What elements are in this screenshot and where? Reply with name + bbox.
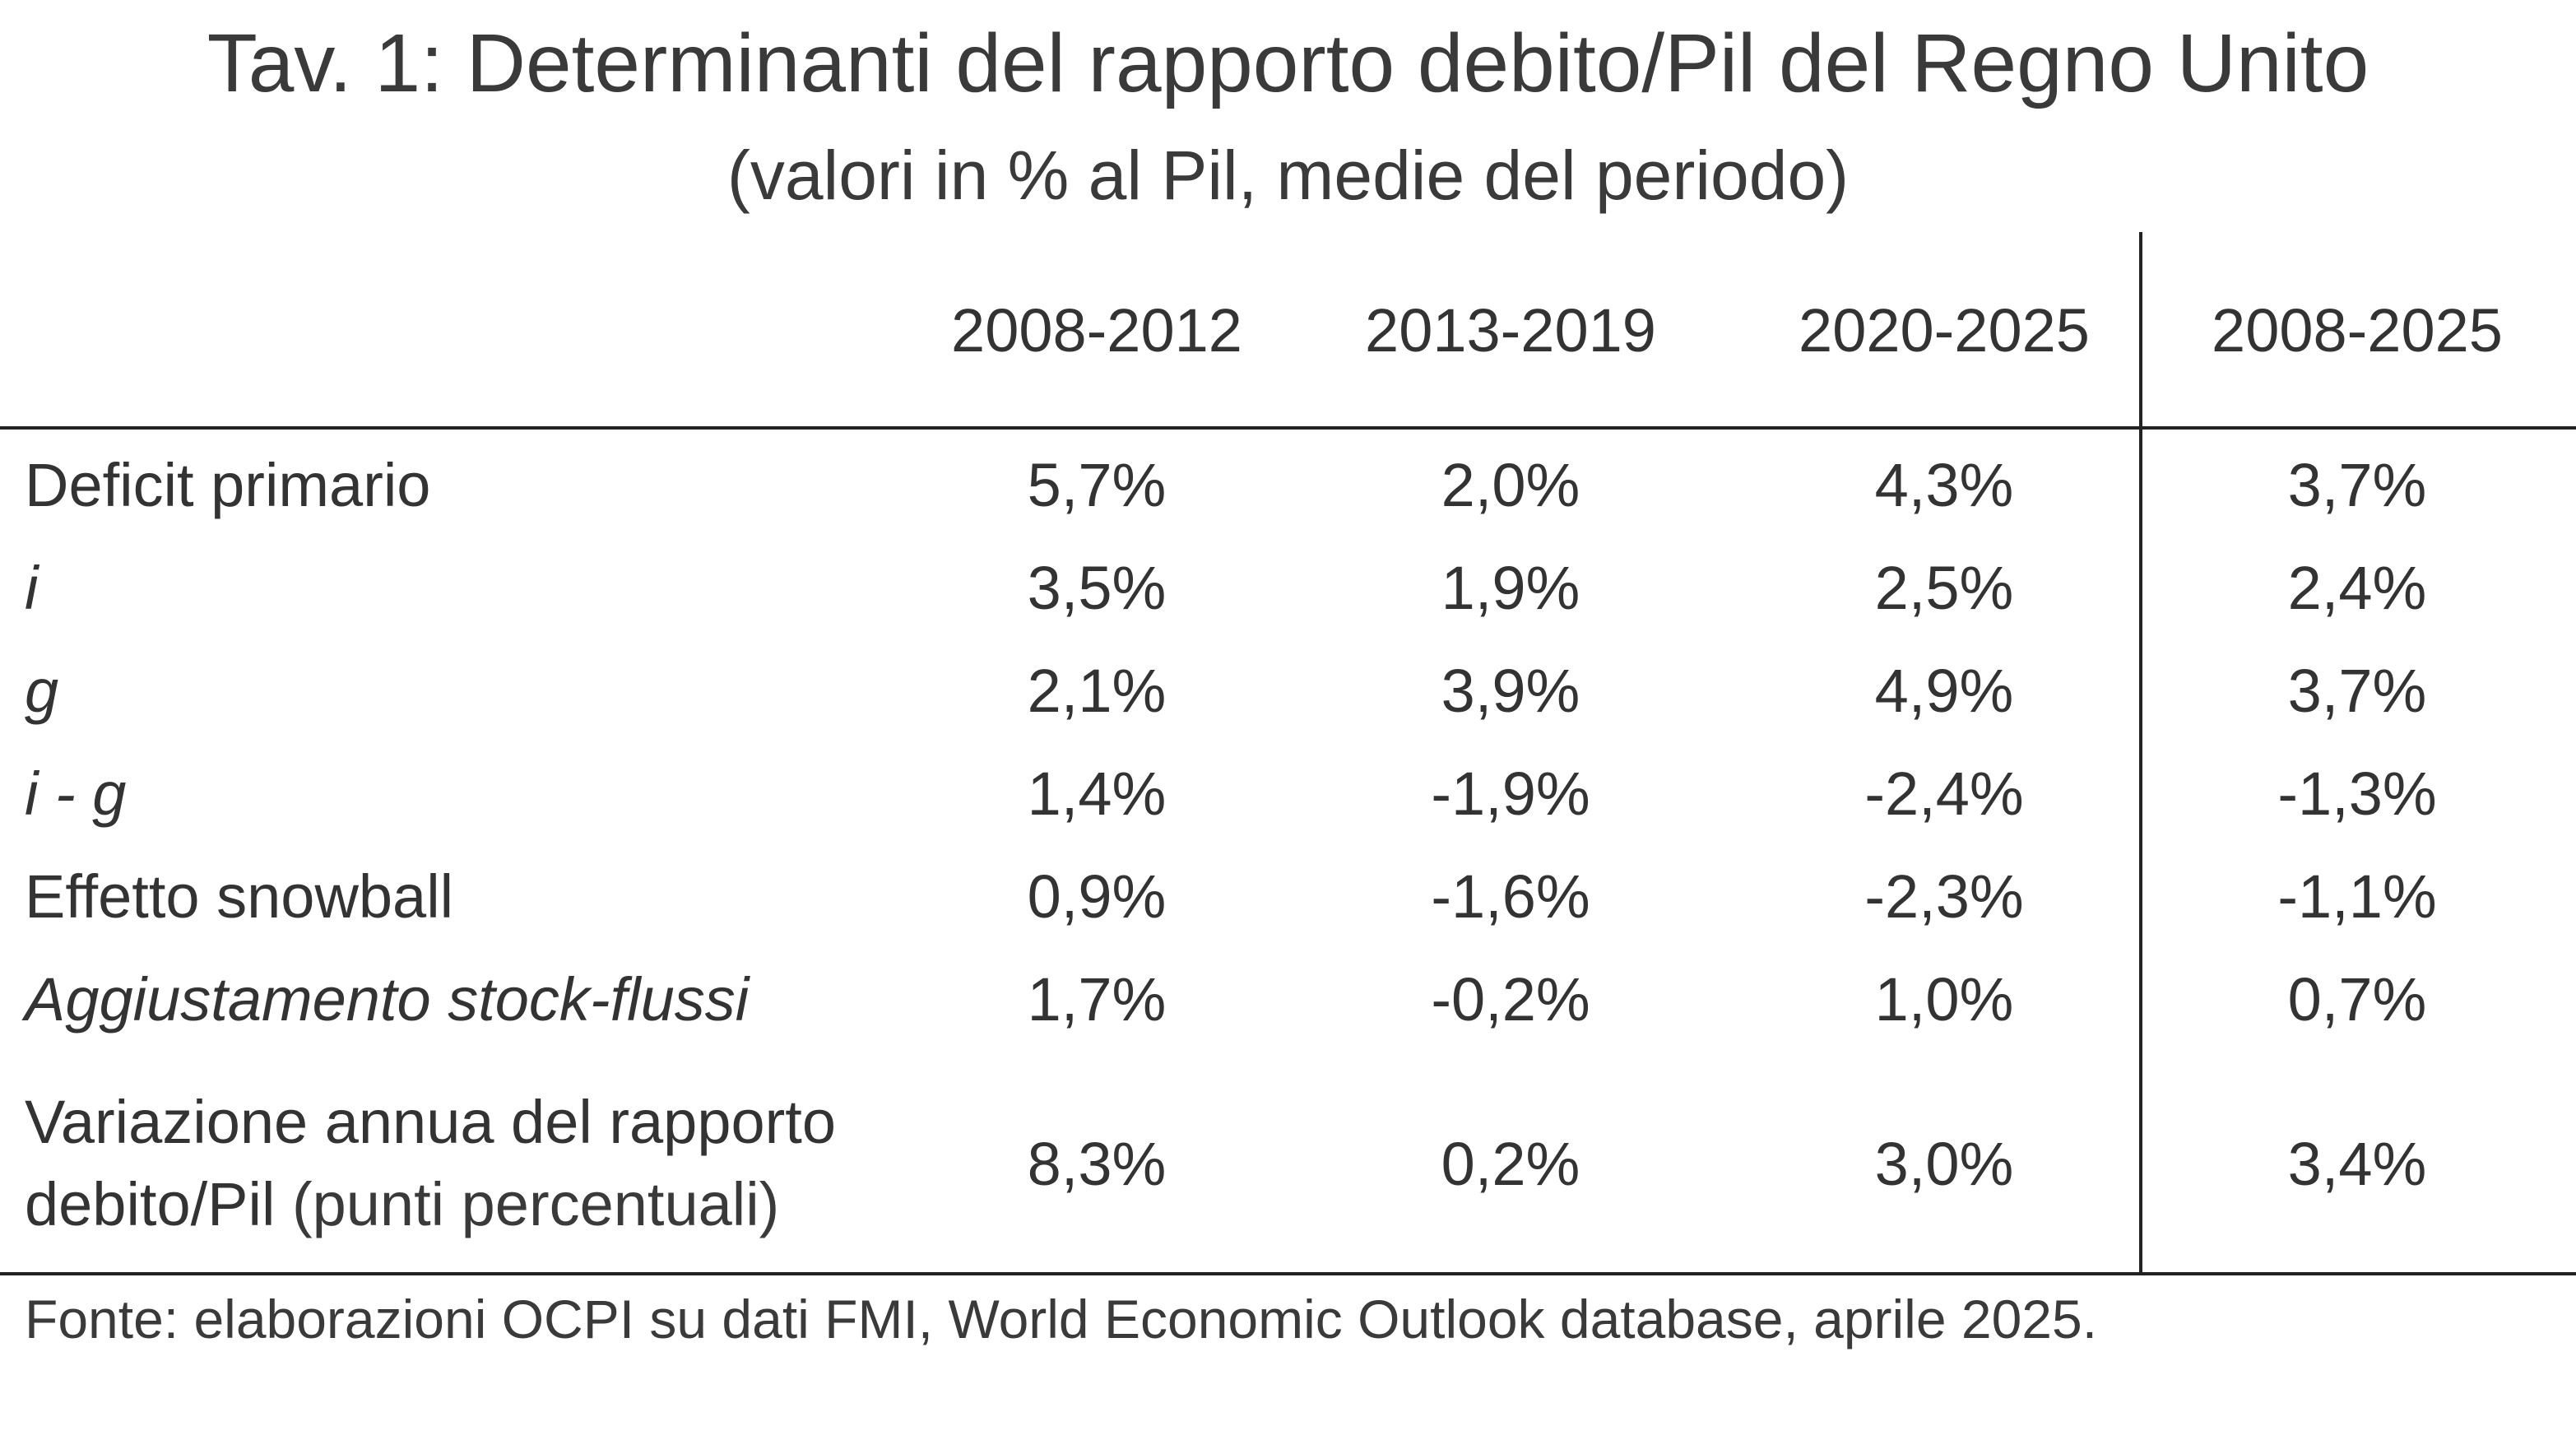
table-cell: 3,4% — [2287, 1130, 2427, 1198]
table-cell: 1,4% — [1027, 759, 1167, 828]
row-label-i-minus-g: i - g — [25, 759, 127, 828]
row-label-line-1: Variazione annua del rapporto — [25, 1088, 836, 1156]
table-cell: 3,0% — [1874, 1130, 2014, 1198]
table-cell: 2,0% — [1441, 451, 1580, 519]
table-cell: 3,7% — [2287, 657, 2427, 725]
row-label-aggiustamento-stock-flussi: Aggiustamento stock-flussi — [25, 965, 750, 1034]
table-cell: 2,4% — [2287, 554, 2427, 622]
table-cell: 4,9% — [1874, 657, 2014, 725]
table-cell: -1,1% — [2277, 862, 2437, 931]
table-cell: 0,7% — [2287, 965, 2427, 1034]
table-cell: 8,3% — [1027, 1130, 1167, 1198]
table-cell: -0,2% — [1431, 965, 1590, 1034]
table-cell: 1,7% — [1027, 965, 1167, 1034]
column-header-2013-2019: 2013-2019 — [1365, 296, 1656, 365]
table-cell: 2,1% — [1027, 657, 1167, 725]
footer-rule — [0, 1272, 2576, 1275]
row-label-line-2-main: debito/Pil — [25, 1170, 276, 1238]
table-cell: 0,9% — [1027, 862, 1167, 931]
header-rule — [0, 426, 2576, 430]
table-subtitle: (valori in % al Pil, medie del periodo) — [726, 137, 1850, 214]
table-cell: -2,4% — [1864, 759, 2024, 828]
table-cell: 3,5% — [1027, 554, 1167, 622]
source-note: Fonte: elaborazioni OCPI su dati FMI, Wo… — [25, 1289, 2098, 1349]
table-title: Tav. 1: Determinanti del rapporto debito… — [207, 17, 2369, 109]
row-label-i: i — [25, 554, 39, 622]
table-cell: -2,3% — [1864, 862, 2024, 931]
table-cell: 2,5% — [1874, 554, 2014, 622]
table-cell: -1,3% — [2277, 759, 2437, 828]
table-cell: 1,0% — [1874, 965, 2014, 1034]
row-label-g: g — [25, 657, 59, 725]
row-label-effetto-snowball: Effetto snowball — [25, 862, 454, 931]
column-header-2020-2025: 2020-2025 — [1799, 296, 2090, 365]
row-label-variazione-annua: Variazione annua del rapporto debito/Pil… — [25, 1081, 836, 1246]
table-cell: 3,7% — [2287, 451, 2427, 519]
column-header-2008-2025: 2008-2025 — [2212, 296, 2503, 365]
row-label-deficit-primario: Deficit primario — [25, 451, 431, 519]
table-cell: 0,2% — [1441, 1130, 1580, 1198]
table-cell: -1,9% — [1431, 759, 1590, 828]
row-label-line-2-note: (punti percentuali) — [275, 1170, 780, 1238]
table-cell: 1,9% — [1441, 554, 1580, 622]
table-cell: 3,9% — [1441, 657, 1580, 725]
table-cell: 5,7% — [1027, 451, 1167, 519]
table-cell: -1,6% — [1431, 862, 1590, 931]
column-header-2008-2012: 2008-2012 — [951, 296, 1242, 365]
column-divider — [2139, 232, 2142, 1275]
table-cell: 4,3% — [1874, 451, 2014, 519]
row-label-line-2: debito/Pil (punti percentuali) — [25, 1164, 836, 1246]
